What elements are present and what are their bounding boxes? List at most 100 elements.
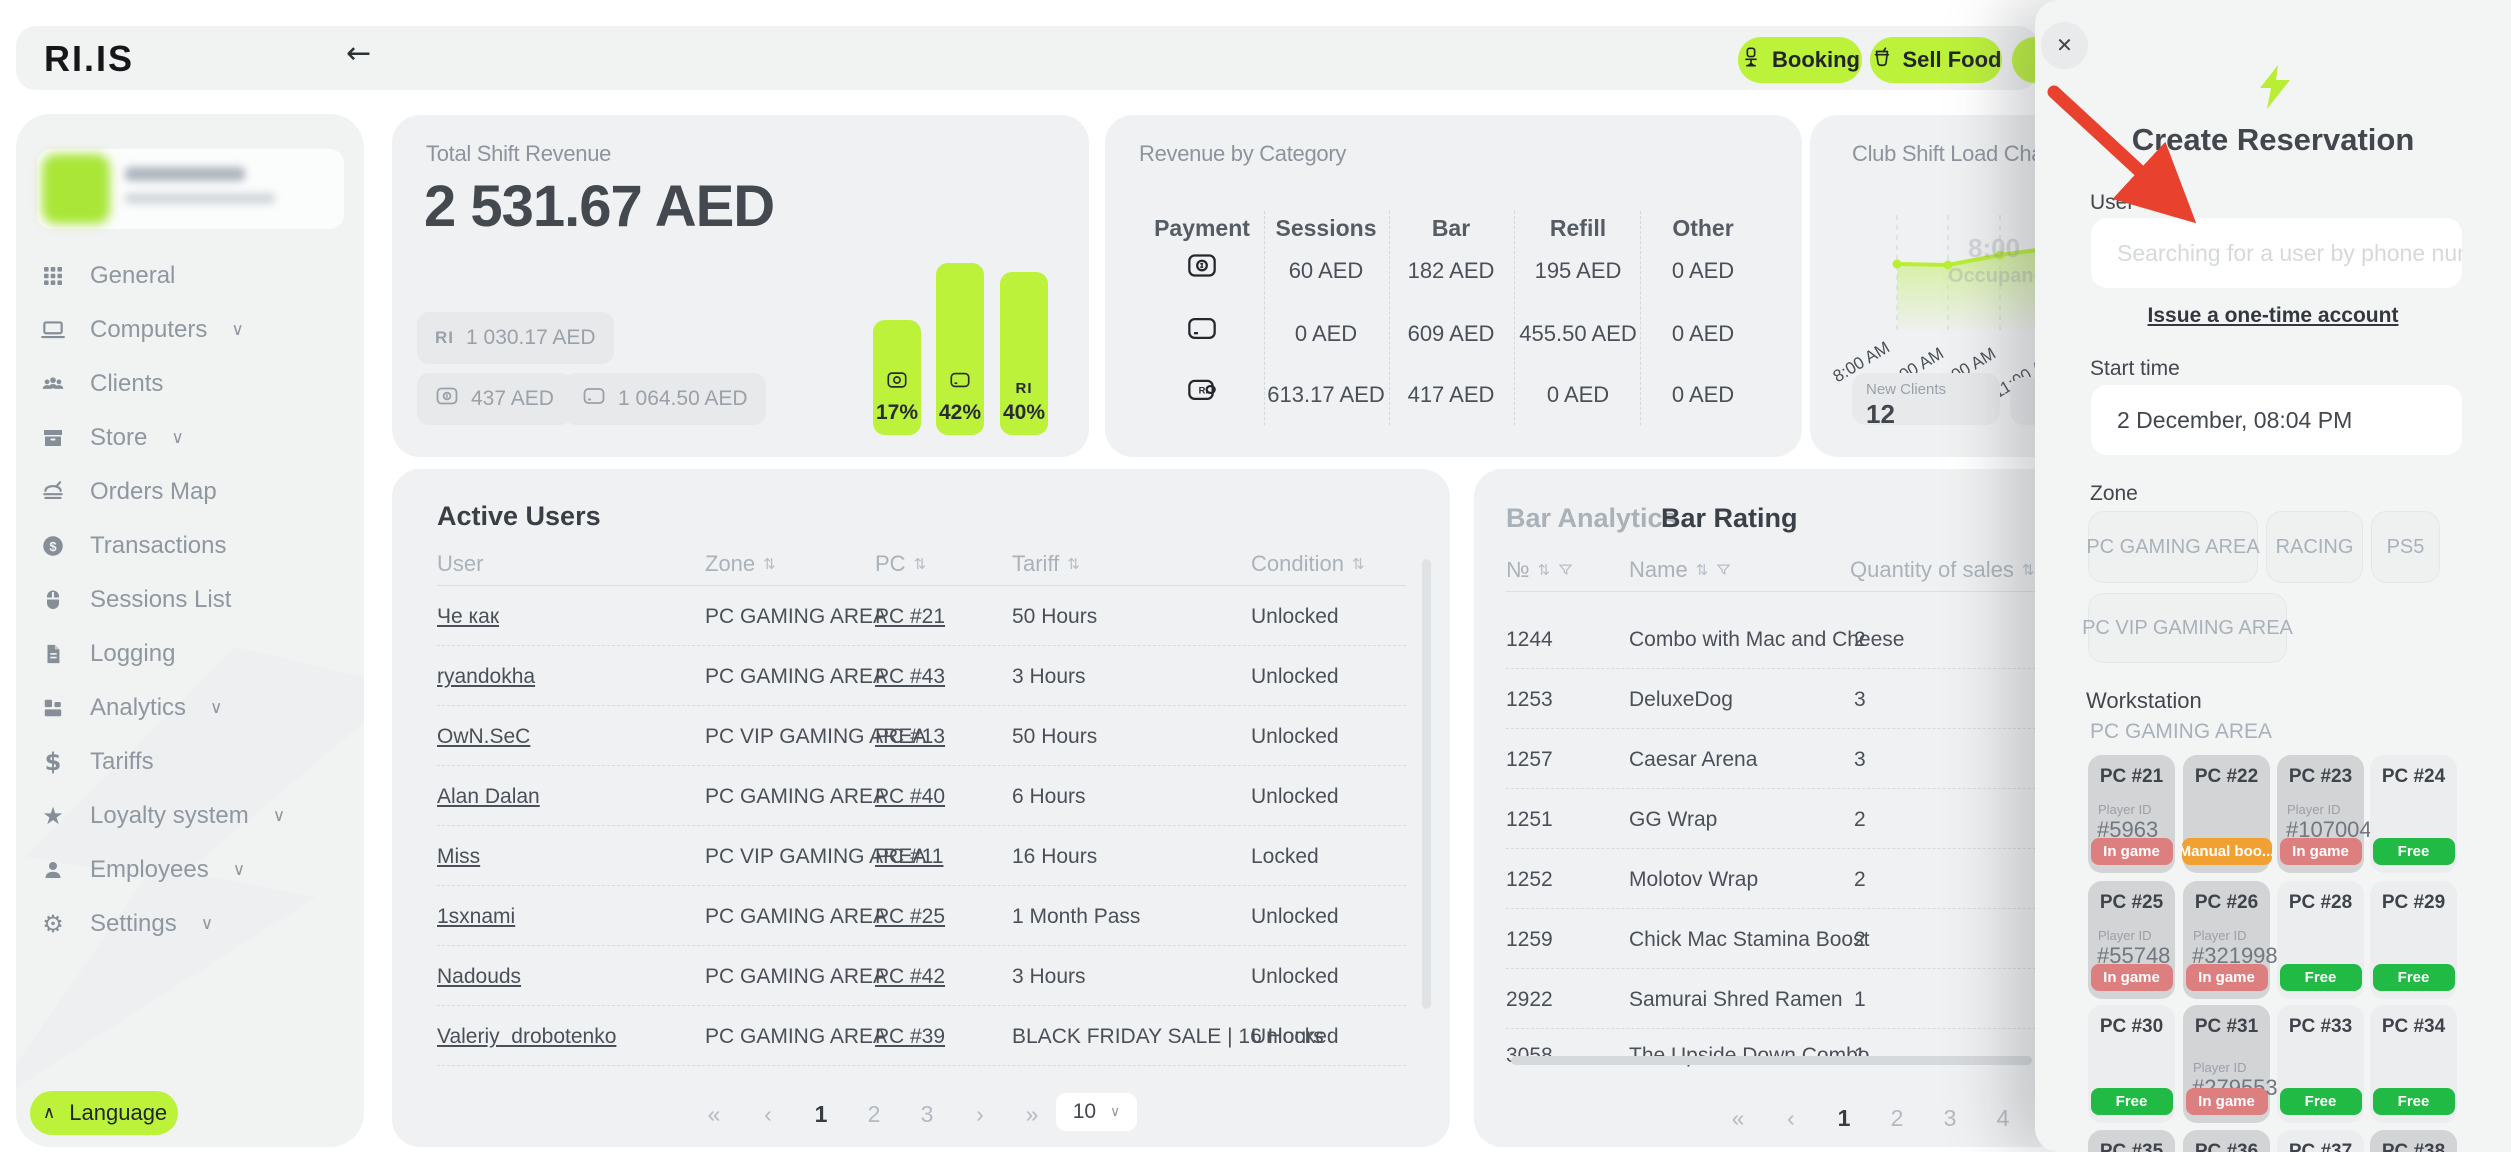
station-pc-31[interactable]: PC #31 Player ID #279553 In game [2183,1005,2278,1123]
station-pc-23[interactable]: PC #23 Player ID #107004 In game [2277,755,2372,873]
column-header-bar: Bar [1431,215,1471,241]
pc-link[interactable]: PC #43 [875,665,946,688]
pagination-last[interactable]: » [1025,1101,1039,1127]
sidebar-item-analytics[interactable]: Analytics ∨ [38,693,223,723]
pc-link[interactable]: PC #42 [875,965,946,988]
filter-icon[interactable] [1558,557,1573,583]
language-button[interactable]: ∧ Language [30,1091,178,1135]
sort-icon[interactable]: ⇅ [913,555,927,573]
station-pc-26[interactable]: PC #26 Player ID #321998 In game [2183,881,2278,999]
start-time-input[interactable] [2091,385,2462,455]
pagination-prev[interactable]: ‹ [764,1101,772,1127]
sidebar-item-employees[interactable]: Employees ∨ [38,855,245,885]
station-pc-24[interactable]: PC #24 Free [2370,755,2457,873]
station-pc-34[interactable]: PC #34 Free [2370,1005,2457,1123]
station-pc-33[interactable]: PC #33 Free [2277,1005,2364,1123]
user-link[interactable]: OwN.SeC [437,725,531,748]
pc-link[interactable]: PC #40 [875,785,946,808]
pagination-page-1[interactable]: 1 [1837,1105,1851,1131]
sidebar-item-store[interactable]: Store ∨ [38,423,184,453]
pagination-page-1[interactable]: 1 [814,1101,828,1127]
page-size-select[interactable]: 10 ∨ [1056,1093,1137,1131]
sort-icon[interactable]: ⇅ [1351,555,1365,573]
station-pc-38[interactable]: PC #38 [2370,1130,2457,1152]
column-header-tariff[interactable]: Tariff ⇅ [1012,551,1080,576]
tab-bar-rating[interactable]: Bar Rating [1661,503,1798,533]
sort-icon[interactable]: ⇅ [1695,561,1709,579]
station-pc-21[interactable]: PC #21 Player ID #5963 In game [2088,755,2175,873]
pagination-page-3[interactable]: 3 [1943,1105,1957,1131]
column-header-pc[interactable]: PC ⇅ [875,551,927,576]
pc-link[interactable]: PC #13 [875,725,946,748]
pc-link[interactable]: PC #21 [875,605,946,628]
back-arrow-icon[interactable]: ← [346,36,372,71]
pc-link[interactable]: PC #25 [875,905,946,928]
sidebar-item-logging[interactable]: Logging [38,639,175,669]
sidebar-item-clients[interactable]: Clients [38,369,163,399]
sort-icon[interactable]: ⇅ [763,555,776,573]
column-header-name[interactable]: Name ⇅ [1629,557,1731,583]
station-pc-25[interactable]: PC #25 Player ID #55748 In game [2088,881,2175,999]
vertical-scrollbar[interactable] [1422,559,1431,1009]
pagination-page-2[interactable]: 2 [1890,1105,1904,1131]
column-header-condition[interactable]: Condition ⇅ [1251,551,1365,576]
sidebar-item-computers[interactable]: Computers ∨ [38,315,244,345]
user-link[interactable]: ryandokha [437,665,536,688]
zone-chip-racing[interactable]: RACING [2266,511,2363,583]
lightning-bolt-icon [2260,65,2290,109]
sort-icon[interactable]: ⇅ [1537,561,1551,579]
one-time-account-link[interactable]: Issue a one-time account [2147,304,2399,327]
zone-cell: PC GAMING AREA [705,785,888,808]
station-pc-29[interactable]: PC #29 Free [2370,881,2457,999]
pagination-first[interactable]: « [1731,1105,1745,1131]
pc-link[interactable]: PC #39 [875,1025,946,1048]
column-header-zone[interactable]: Zone ⇅ [705,551,776,576]
sidebar-item-transactions[interactable]: $ Transactions [38,531,227,561]
sidebar-item-loyalty-system[interactable]: ★ Loyalty system ∨ [38,801,285,831]
user-link[interactable]: Nadouds [437,965,522,988]
tab-bar-analytics[interactable]: Bar Analytics [1506,503,1678,533]
sidebar-item-sessions-list[interactable]: Sessions List [38,585,231,615]
zone-chip-pc-vip-gaming-area[interactable]: PC VIP GAMING AREA [2082,593,2293,663]
zone-chip-pc-gaming-area[interactable]: PC GAMING AREA [2086,511,2260,583]
user-link[interactable]: Че как [437,605,500,628]
horizontal-scrollbar[interactable] [1511,1056,2032,1065]
close-button[interactable]: ✕ [2041,22,2088,69]
user-link[interactable]: Alan Dalan [437,785,540,808]
zone-cell: PC GAMING AREA [705,965,888,988]
pagination-page-2[interactable]: 2 [867,1101,881,1127]
sidebar-item-general[interactable]: General [38,261,175,291]
booking-button[interactable]: Booking [1738,37,1862,83]
user-profile-card[interactable] [37,149,344,229]
column-header-no[interactable]: № ⇅ [1506,557,1573,583]
condition-cell: Unlocked [1251,665,1339,688]
pagination-prev[interactable]: ‹ [1787,1105,1795,1131]
pagination-page-4[interactable]: 4 [1996,1105,2010,1131]
station-pc-37[interactable]: PC #37 [2277,1130,2364,1152]
user-link[interactable]: 1sxnami [437,905,516,928]
pc-link[interactable]: PC #11 [875,845,944,868]
pagination-next[interactable]: › [976,1101,984,1127]
sidebar-item-orders-map[interactable]: Orders Map [38,477,217,507]
zone-chip-ps5[interactable]: PS5 [2371,511,2440,583]
row-divider [437,885,1406,886]
pagination-first[interactable]: « [707,1101,721,1127]
station-pc-35[interactable]: PC #35 [2088,1130,2175,1152]
filter-icon[interactable] [1716,557,1731,583]
column-header-quantity[interactable]: Quantity of sales ⇅ [1850,557,2035,582]
station-pc-28[interactable]: PC #28 Free [2277,881,2364,999]
sidebar-item-tariffs[interactable]: $ Tariffs [38,747,154,777]
ri-logo-icon: RI [1015,380,1033,397]
station-pc-22[interactable]: PC #22 Manual boo... [2181,755,2272,873]
station-pc-30[interactable]: PC #30 Free [2088,1005,2175,1123]
sell-food-button[interactable]: Sell Food [1870,37,2002,83]
pagination-page-3[interactable]: 3 [920,1101,934,1127]
user-link[interactable]: Valeriy_drobotenko [437,1025,617,1048]
sidebar-item-settings[interactable]: ⚙ Settings ∨ [38,909,213,939]
sort-icon[interactable]: ⇅ [2021,561,2035,579]
user-search-input[interactable] [2091,218,2462,288]
station-pc-36[interactable]: PC #36 [2183,1130,2270,1152]
column-header-user[interactable]: User [437,551,484,576]
user-link[interactable]: Miss [437,845,481,868]
sort-icon[interactable]: ⇅ [1067,555,1080,573]
